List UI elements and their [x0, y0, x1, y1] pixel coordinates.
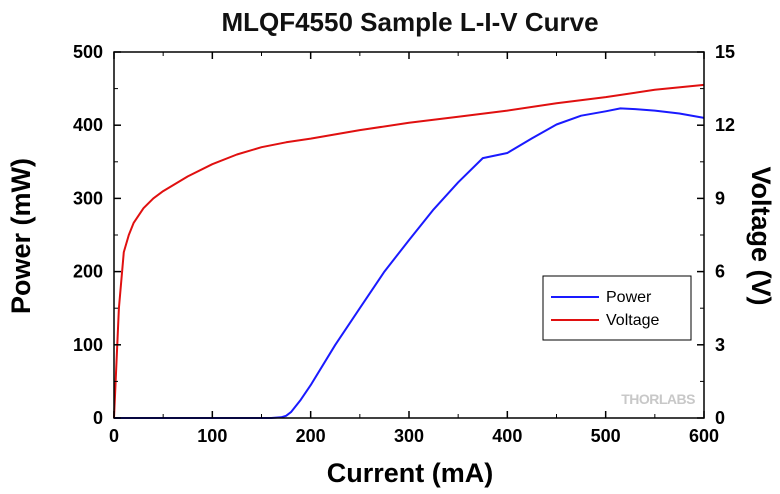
y2-tick-label: 9 [715, 188, 725, 208]
y2-tick-label: 3 [715, 335, 725, 355]
x-axis-title: Current (mA) [327, 458, 494, 488]
legend: Power Voltage [542, 275, 692, 341]
y2-tick-label: 15 [715, 42, 735, 62]
x-tick-label: 100 [197, 426, 227, 446]
legend-label-voltage: Voltage [606, 312, 659, 329]
y2-tick-label: 12 [715, 115, 735, 135]
y-tick-label: 500 [73, 42, 103, 62]
y-tick-label: 300 [73, 188, 103, 208]
plot-lines [113, 83, 705, 419]
legend-label-power: Power [606, 289, 652, 306]
chart-title: MLQF4550 Sample L-I-V Curve [221, 7, 598, 37]
legend-box [542, 275, 692, 341]
y-tick-label: 400 [73, 115, 103, 135]
y-tick-label: 100 [73, 335, 103, 355]
y2-tick-label: 6 [715, 262, 725, 282]
series-line-power [114, 107, 705, 419]
axis-ticks: 0 100 200 300 400 500 600010020030040050003691… [73, 42, 735, 446]
x-tick-label: 500 [591, 426, 621, 446]
y2-axis-title: Voltage (V) [746, 166, 776, 305]
x-tick-label: 300 [394, 426, 424, 446]
thorlabs-watermark: THORLABS [621, 391, 695, 407]
y-tick-label: 200 [73, 262, 103, 282]
x-tick-label: 200 [296, 426, 326, 446]
series-line-voltage [113, 83, 705, 419]
y-axis-title: Power (mW) [6, 158, 36, 314]
x-tick-label: 400 [492, 426, 522, 446]
x-tick-label: 600 [689, 426, 719, 446]
y2-tick-label: 0 [715, 408, 725, 428]
x-tick-label: 0 [109, 426, 119, 446]
plot-frame [113, 51, 705, 419]
y-tick-label: 0 [93, 408, 103, 428]
